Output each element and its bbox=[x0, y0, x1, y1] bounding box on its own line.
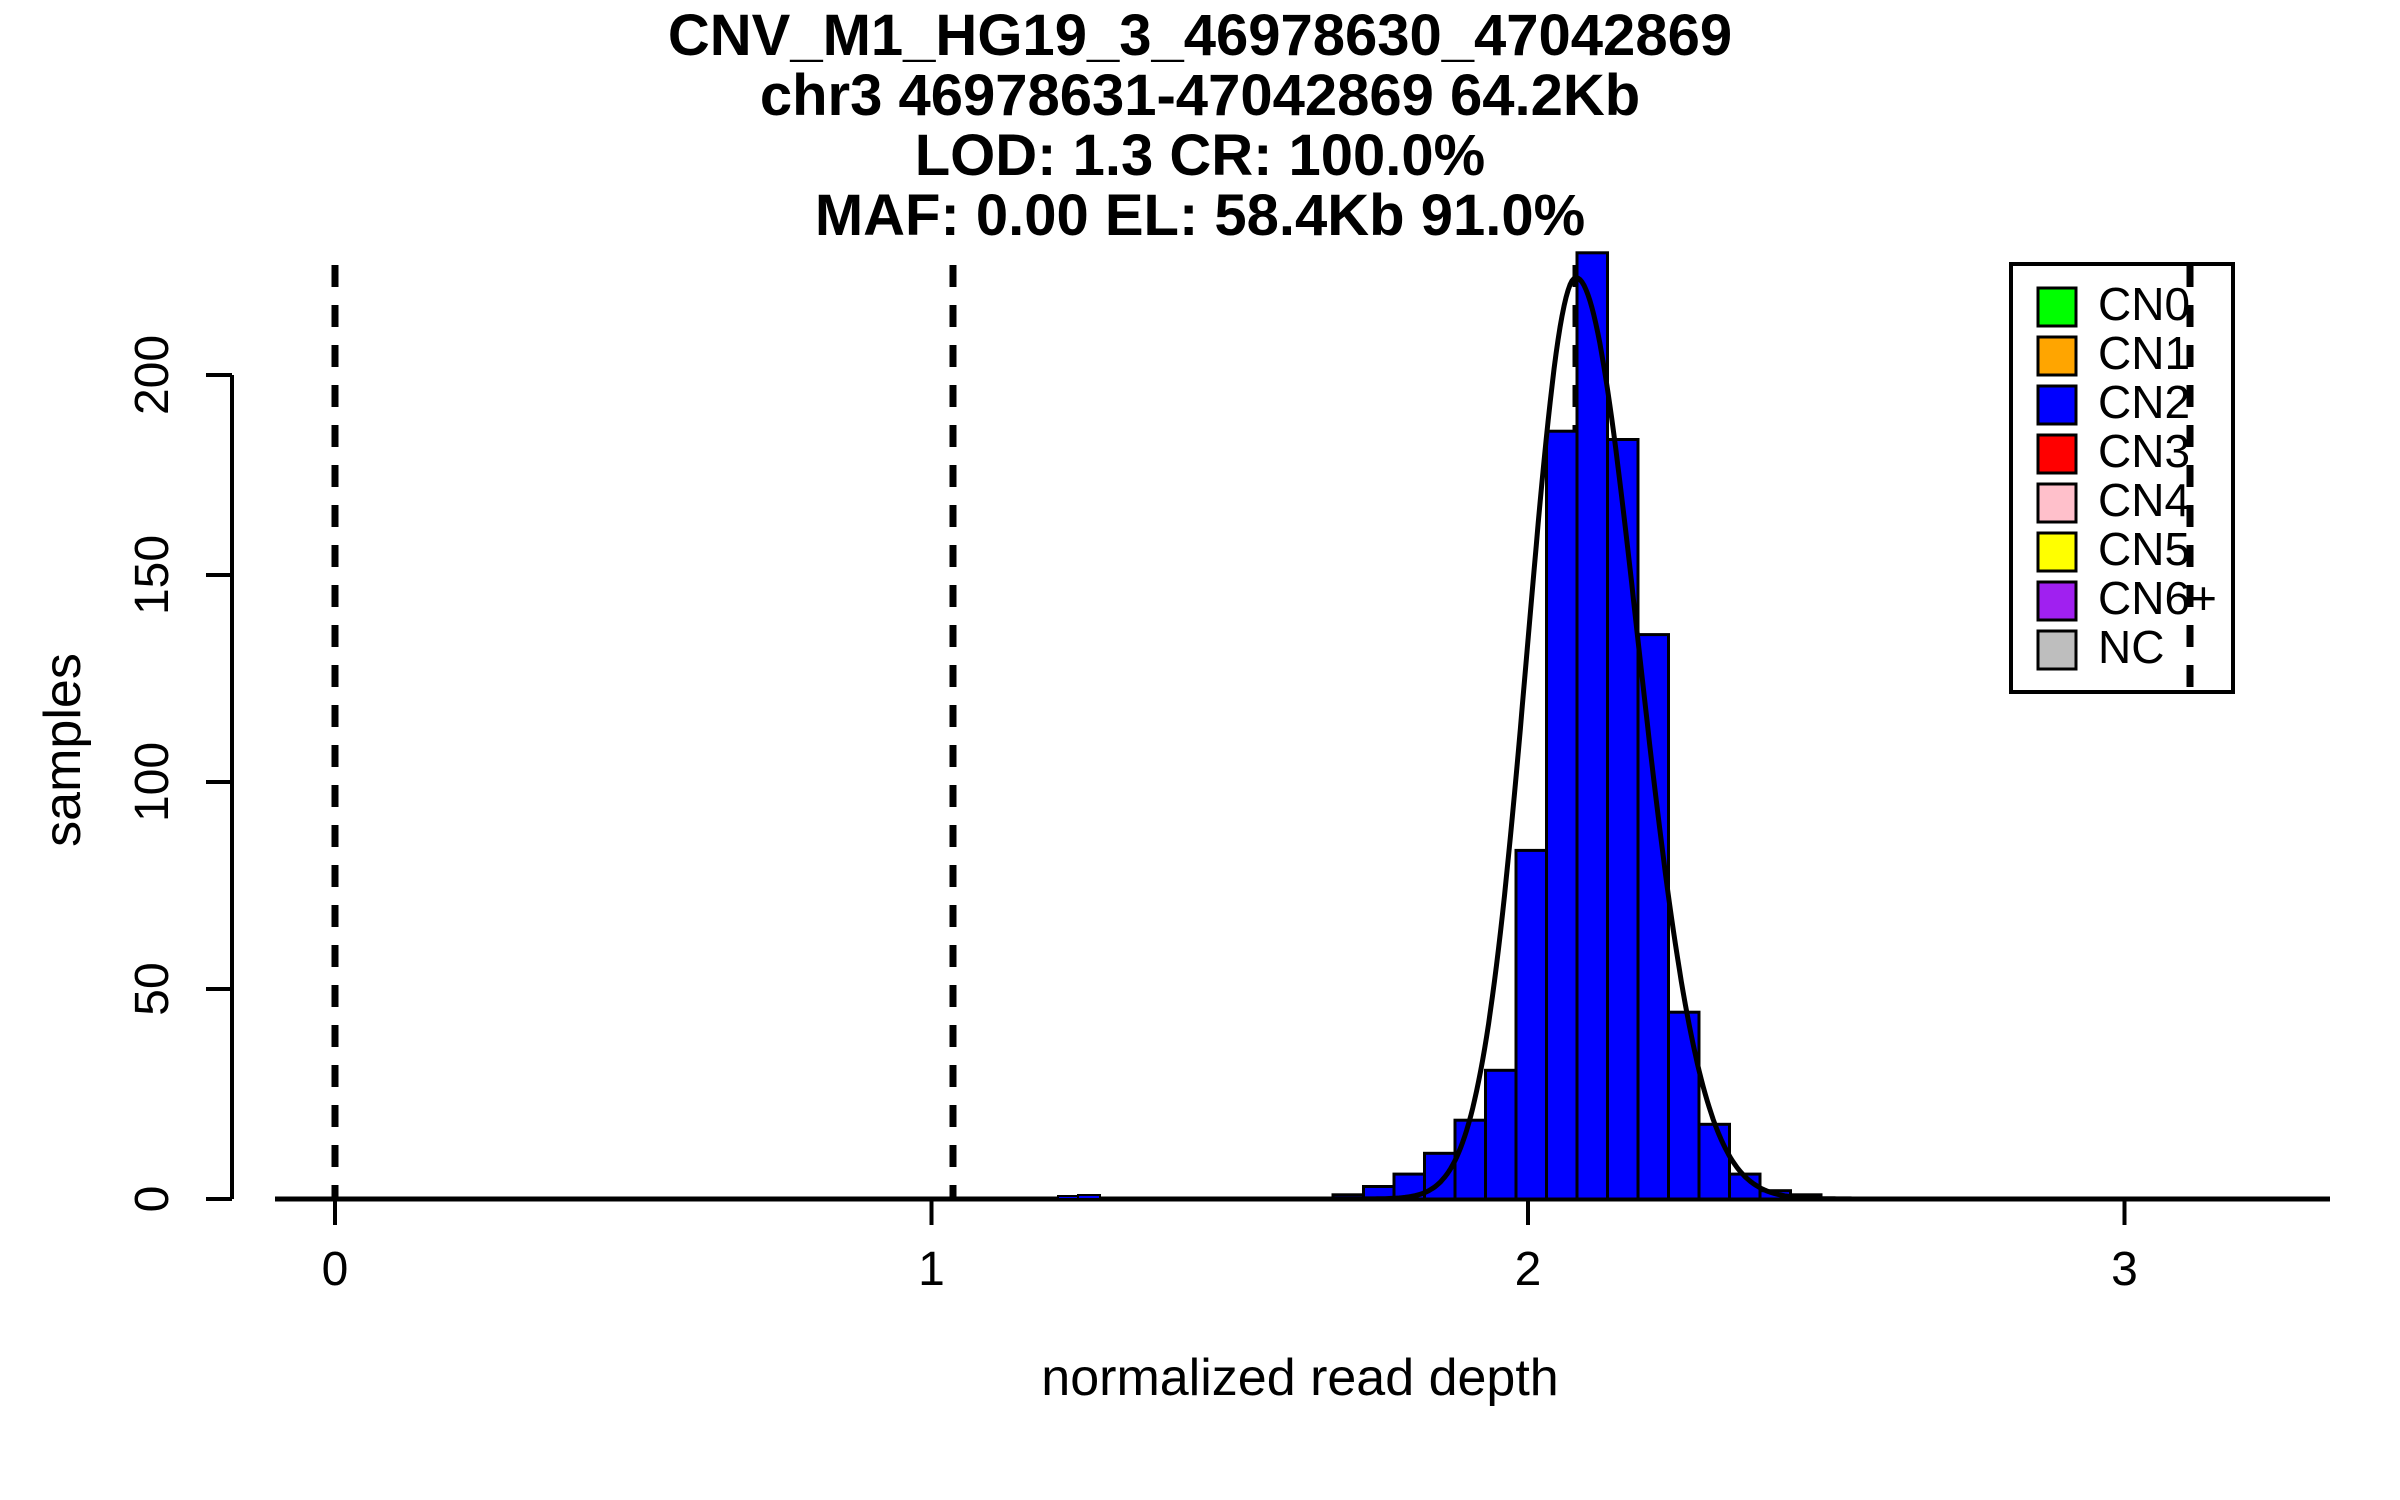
svg-text:3: 3 bbox=[2111, 1243, 2138, 1296]
svg-text:MAF: 0.00 EL: 58.4Kb 91.0%: MAF: 0.00 EL: 58.4Kb 91.0% bbox=[815, 183, 1585, 248]
svg-text:samples: samples bbox=[34, 653, 92, 847]
svg-text:CN5: CN5 bbox=[2098, 523, 2190, 575]
svg-text:150: 150 bbox=[126, 535, 179, 615]
svg-text:2: 2 bbox=[1515, 1243, 1542, 1296]
svg-text:0: 0 bbox=[322, 1243, 349, 1296]
svg-text:CN0: CN0 bbox=[2098, 278, 2190, 330]
svg-text:NC: NC bbox=[2098, 621, 2164, 673]
svg-text:100: 100 bbox=[126, 742, 179, 822]
svg-text:LOD: 1.3 CR: 100.0%: LOD: 1.3 CR: 100.0% bbox=[915, 123, 1486, 188]
svg-text:CN2: CN2 bbox=[2098, 376, 2190, 428]
svg-text:chr3 46978631-47042869 64.2Kb: chr3 46978631-47042869 64.2Kb bbox=[760, 63, 1640, 128]
svg-text:CN1: CN1 bbox=[2098, 327, 2190, 379]
svg-text:200: 200 bbox=[126, 335, 179, 415]
svg-text:CNV_M1_HG19_3_46978630_4704286: CNV_M1_HG19_3_46978630_47042869 bbox=[668, 3, 1732, 68]
svg-text:0: 0 bbox=[126, 1186, 179, 1213]
svg-text:CN4: CN4 bbox=[2098, 474, 2190, 526]
svg-text:normalized read depth: normalized read depth bbox=[1041, 1349, 1558, 1407]
svg-text:50: 50 bbox=[126, 962, 179, 1015]
svg-text:CN6+: CN6+ bbox=[2098, 572, 2217, 624]
svg-text:CN3: CN3 bbox=[2098, 425, 2190, 477]
svg-text:1: 1 bbox=[918, 1243, 945, 1296]
